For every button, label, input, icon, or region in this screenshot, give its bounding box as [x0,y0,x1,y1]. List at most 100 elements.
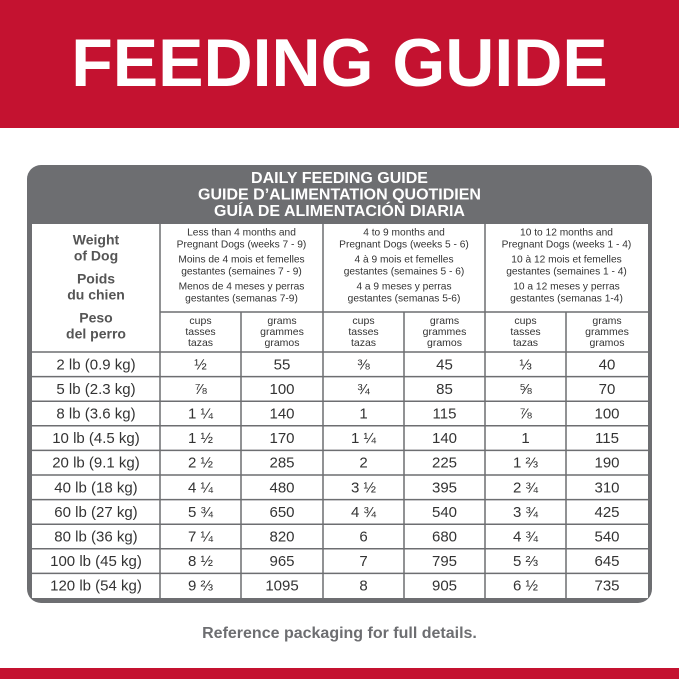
amount-cell: 1 ⅔ [513,455,539,472]
amount-cell: 540 [594,528,619,545]
sub-header: cups [352,315,374,327]
weight-header: del perro [66,326,126,342]
sub-header: tasses [185,326,215,338]
amount-cell: 7 [359,553,367,570]
sub-header: grams [592,315,621,327]
sub-header: tazas [188,337,213,349]
weight-cell: 80 lb (36 kg) [54,528,137,545]
weight-cell: 8 lb (3.6 kg) [56,405,135,422]
amount-cell: 45 [436,356,453,373]
amount-cell: 55 [274,356,291,373]
group-header: gestantes (semanas 5-6) [348,294,461,305]
amount-cell: 115 [433,405,457,422]
sub-header: grams [430,315,459,327]
amount-cell: 1 ¼ [351,430,377,447]
amount-cell: 310 [594,479,619,496]
title: FEEDING GUIDE [71,25,608,101]
amount-cell: 8 ½ [188,553,214,570]
amount-cell: 650 [269,504,294,521]
weight-header: of Dog [74,248,118,264]
amount-cell: 7 ¼ [188,528,214,545]
group-header: 10 a 12 meses y perras [513,282,619,293]
weight-header: du chien [67,287,125,303]
amount-cell: ½ [194,356,207,373]
amount-cell: 285 [269,455,294,472]
sub-header: cups [189,315,211,327]
weight-cell: 40 lb (18 kg) [54,479,137,496]
sub-header: tazas [513,337,538,349]
amount-cell: 6 [359,528,367,545]
weight-cell: 2 lb (0.9 kg) [56,356,135,373]
sub-header: grammes [585,326,629,338]
amount-cell: 190 [594,455,619,472]
amount-cell: 795 [432,553,457,570]
amount-cell: 1 ½ [188,430,214,447]
sub-header: cups [514,315,536,327]
amount-cell: 100 [269,381,294,398]
amount-cell: 965 [269,553,294,570]
amount-cell: ⅓ [519,356,532,373]
table-title: GUÍA DE ALIMENTACIÓN DIARIA [214,201,465,220]
amount-cell: 170 [269,430,294,447]
sub-header: gramos [589,337,624,349]
amount-cell: 9 ⅔ [188,578,214,595]
amount-cell: 4 ¼ [188,479,214,496]
sub-header: tasses [348,326,378,338]
weight-cell: 100 lb (45 kg) [50,553,142,570]
sub-header: grammes [423,326,467,338]
weight-cell: 120 lb (54 kg) [50,578,142,595]
sub-header: grammes [260,326,304,338]
amount-cell: 6 ½ [513,578,539,595]
amount-cell: 100 [594,405,619,422]
amount-cell: 425 [594,504,619,521]
amount-cell: 820 [269,528,294,545]
amount-cell: 540 [432,504,457,521]
amount-cell: 3 ½ [351,479,377,496]
group-header: 10 to 12 months and [520,228,613,239]
weight-header: Weight [73,232,120,248]
amount-cell: ⅜ [357,356,370,373]
weight-cell: 5 lb (2.3 kg) [56,381,135,398]
amount-cell: 2 ¾ [513,479,539,496]
amount-cell: 85 [436,381,453,398]
amount-cell: 1 ¼ [188,405,214,422]
amount-cell: 70 [599,381,616,398]
amount-cell: 4 ¾ [513,528,539,545]
amount-cell: 115 [595,430,619,447]
amount-cell: 8 [359,578,367,595]
group-header: 4 to 9 months and [363,228,445,239]
amount-cell: 5 ⅔ [513,553,539,570]
weight-header: Poids [77,271,115,287]
amount-cell: 2 ½ [188,455,214,472]
weight-cell: 60 lb (27 kg) [54,504,137,521]
table-title: DAILY FEEDING GUIDE [251,170,428,187]
group-header: Moins de 4 mois et femelles [178,255,304,266]
group-header: Pregnant Dogs (weeks 7 - 9) [177,240,307,251]
amount-cell: ¾ [357,381,370,398]
weight-cell: 10 lb (4.5 kg) [52,430,140,447]
amount-cell: 140 [432,430,457,447]
amount-cell: 140 [269,405,294,422]
sub-header: tazas [351,337,376,349]
group-header: gestantes (semaines 1 - 4) [506,267,627,278]
amount-cell: 1 [359,405,367,422]
table-body [32,224,648,598]
amount-cell: 225 [432,455,457,472]
table-title: GUIDE D’ALIMENTATION QUOTIDIEN [198,187,481,204]
amount-cell: 680 [432,528,457,545]
amount-cell: 3 ¾ [513,504,539,521]
group-header: Menos de 4 meses y perras [179,282,305,293]
group-header: 10 à 12 mois et femelles [511,255,621,266]
amount-cell: 4 ¾ [351,504,377,521]
amount-cell: 395 [432,479,457,496]
group-header: gestantes (semaines 7 - 9) [181,267,302,278]
amount-cell: 1 [521,430,529,447]
group-header: 4 a 9 meses y perras [356,282,451,293]
group-header: gestantes (semanas 1-4) [510,294,623,305]
amount-cell: 905 [432,578,457,595]
amount-cell: ⅞ [194,381,207,398]
amount-cell: 5 ¾ [188,504,214,521]
amount-cell: 40 [599,356,616,373]
group-header: 4 à 9 mois et femelles [354,255,453,266]
